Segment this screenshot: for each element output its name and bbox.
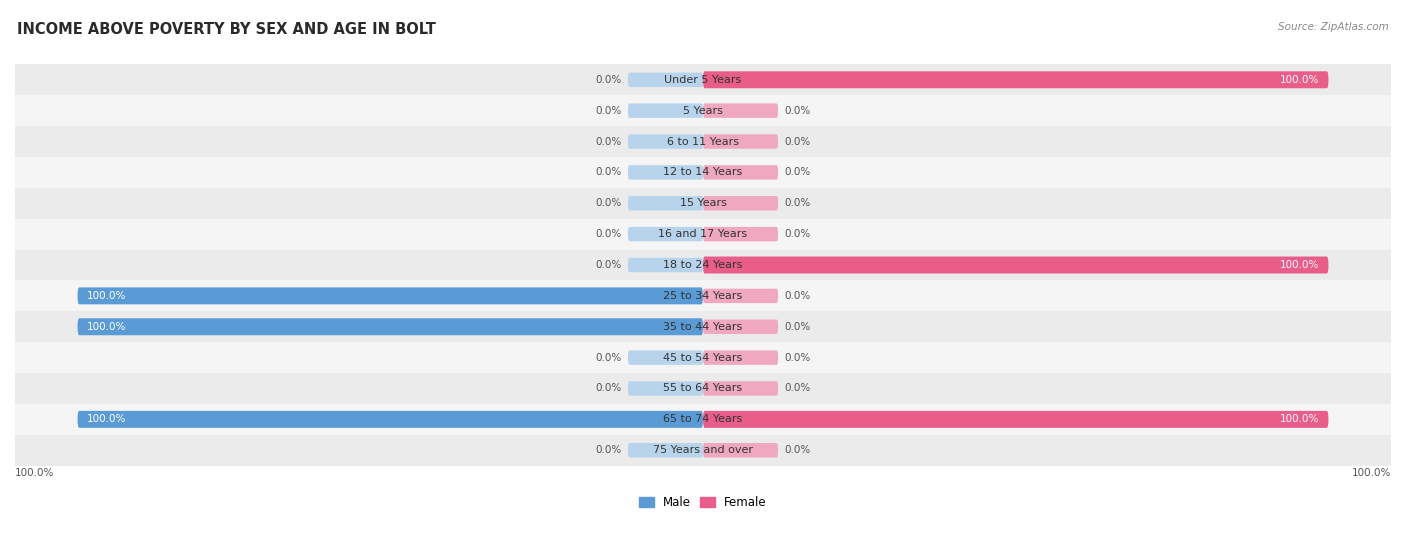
Text: 0.0%: 0.0% bbox=[785, 353, 811, 363]
FancyBboxPatch shape bbox=[628, 381, 703, 396]
FancyBboxPatch shape bbox=[628, 196, 703, 211]
FancyBboxPatch shape bbox=[77, 287, 703, 304]
Bar bbox=[15, 219, 1391, 249]
Text: 75 Years and over: 75 Years and over bbox=[652, 445, 754, 455]
FancyBboxPatch shape bbox=[703, 288, 778, 303]
Text: 55 to 64 Years: 55 to 64 Years bbox=[664, 383, 742, 394]
Text: 100.0%: 100.0% bbox=[87, 414, 127, 424]
Bar bbox=[15, 249, 1391, 281]
Text: 12 to 14 Years: 12 to 14 Years bbox=[664, 167, 742, 177]
Text: 25 to 34 Years: 25 to 34 Years bbox=[664, 291, 742, 301]
Text: 100.0%: 100.0% bbox=[1279, 260, 1319, 270]
Text: 0.0%: 0.0% bbox=[595, 229, 621, 239]
Text: 0.0%: 0.0% bbox=[785, 291, 811, 301]
FancyBboxPatch shape bbox=[703, 443, 778, 457]
Bar bbox=[15, 435, 1391, 466]
Text: 16 and 17 Years: 16 and 17 Years bbox=[658, 229, 748, 239]
FancyBboxPatch shape bbox=[703, 381, 778, 396]
Text: 0.0%: 0.0% bbox=[785, 229, 811, 239]
Text: 0.0%: 0.0% bbox=[785, 106, 811, 116]
FancyBboxPatch shape bbox=[703, 257, 1329, 273]
Text: 6 to 11 Years: 6 to 11 Years bbox=[666, 136, 740, 146]
Text: 100.0%: 100.0% bbox=[15, 468, 55, 478]
FancyBboxPatch shape bbox=[628, 165, 703, 179]
Text: 0.0%: 0.0% bbox=[595, 75, 621, 85]
Text: 100.0%: 100.0% bbox=[1279, 75, 1319, 85]
FancyBboxPatch shape bbox=[77, 318, 703, 335]
Text: 0.0%: 0.0% bbox=[595, 167, 621, 177]
Text: 35 to 44 Years: 35 to 44 Years bbox=[664, 322, 742, 331]
Text: 18 to 24 Years: 18 to 24 Years bbox=[664, 260, 742, 270]
Bar bbox=[15, 95, 1391, 126]
FancyBboxPatch shape bbox=[703, 103, 778, 118]
Text: 100.0%: 100.0% bbox=[87, 322, 127, 331]
FancyBboxPatch shape bbox=[703, 411, 1329, 428]
Text: 0.0%: 0.0% bbox=[595, 106, 621, 116]
Text: 100.0%: 100.0% bbox=[1279, 414, 1319, 424]
Text: 0.0%: 0.0% bbox=[595, 198, 621, 209]
Text: 0.0%: 0.0% bbox=[595, 383, 621, 394]
FancyBboxPatch shape bbox=[628, 103, 703, 118]
Text: Under 5 Years: Under 5 Years bbox=[665, 75, 741, 85]
FancyBboxPatch shape bbox=[703, 165, 778, 179]
Text: 0.0%: 0.0% bbox=[595, 260, 621, 270]
Text: 0.0%: 0.0% bbox=[595, 136, 621, 146]
Text: 0.0%: 0.0% bbox=[785, 167, 811, 177]
Text: INCOME ABOVE POVERTY BY SEX AND AGE IN BOLT: INCOME ABOVE POVERTY BY SEX AND AGE IN B… bbox=[17, 22, 436, 37]
FancyBboxPatch shape bbox=[628, 227, 703, 241]
Text: 0.0%: 0.0% bbox=[785, 198, 811, 209]
Bar bbox=[15, 311, 1391, 342]
FancyBboxPatch shape bbox=[703, 320, 778, 334]
Bar bbox=[15, 373, 1391, 404]
Text: 0.0%: 0.0% bbox=[595, 445, 621, 455]
FancyBboxPatch shape bbox=[703, 72, 1329, 88]
FancyBboxPatch shape bbox=[628, 350, 703, 365]
Text: 45 to 54 Years: 45 to 54 Years bbox=[664, 353, 742, 363]
Text: 0.0%: 0.0% bbox=[785, 322, 811, 331]
Text: 0.0%: 0.0% bbox=[785, 136, 811, 146]
Text: Source: ZipAtlas.com: Source: ZipAtlas.com bbox=[1278, 22, 1389, 32]
FancyBboxPatch shape bbox=[628, 258, 703, 272]
Text: 65 to 74 Years: 65 to 74 Years bbox=[664, 414, 742, 424]
FancyBboxPatch shape bbox=[628, 73, 703, 87]
Bar bbox=[15, 157, 1391, 188]
Text: 5 Years: 5 Years bbox=[683, 106, 723, 116]
FancyBboxPatch shape bbox=[703, 227, 778, 241]
Text: 0.0%: 0.0% bbox=[785, 383, 811, 394]
Text: 100.0%: 100.0% bbox=[87, 291, 127, 301]
Bar bbox=[15, 64, 1391, 95]
FancyBboxPatch shape bbox=[703, 196, 778, 211]
Bar bbox=[15, 281, 1391, 311]
Text: 100.0%: 100.0% bbox=[1351, 468, 1391, 478]
FancyBboxPatch shape bbox=[628, 134, 703, 149]
FancyBboxPatch shape bbox=[628, 443, 703, 457]
FancyBboxPatch shape bbox=[77, 411, 703, 428]
Legend: Male, Female: Male, Female bbox=[634, 491, 772, 514]
Bar bbox=[15, 342, 1391, 373]
Bar bbox=[15, 404, 1391, 435]
FancyBboxPatch shape bbox=[703, 350, 778, 365]
Text: 0.0%: 0.0% bbox=[785, 445, 811, 455]
Bar bbox=[15, 126, 1391, 157]
FancyBboxPatch shape bbox=[703, 134, 778, 149]
Text: 0.0%: 0.0% bbox=[595, 353, 621, 363]
Text: 15 Years: 15 Years bbox=[679, 198, 727, 209]
Bar bbox=[15, 188, 1391, 219]
